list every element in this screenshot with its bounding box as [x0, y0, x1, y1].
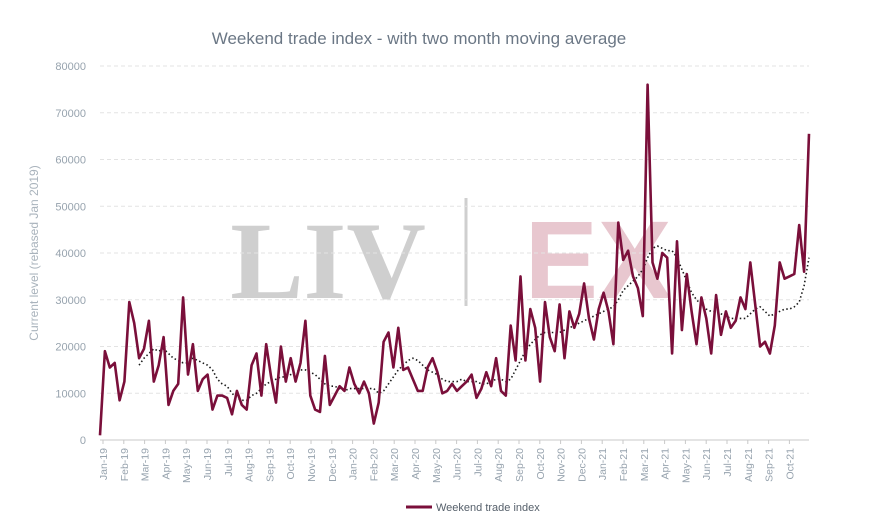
- x-tick-label: Mar-19: [140, 448, 152, 481]
- x-tick-label: Jan-21: [597, 448, 609, 480]
- x-axis-ticks: Jan-19 Feb-19 Mar-19 Apr-19 May-19 Jun-19 Jul-…: [98, 440, 796, 483]
- x-tick-label: Dec-19: [327, 448, 339, 482]
- x-tick-label: Apr-19: [160, 448, 172, 480]
- series-line-weekend-trade-index: [98, 83, 811, 436]
- x-tick-label: Jul-20: [472, 448, 484, 477]
- series-line-moving-average: [138, 245, 810, 402]
- series-group: [98, 83, 811, 436]
- x-tick-label: Jun-20: [452, 448, 464, 480]
- y-tick-label: 50000: [55, 201, 86, 213]
- x-tick-label: Sep-19: [264, 448, 276, 482]
- x-tick-label: Mar-20: [389, 448, 401, 481]
- y-tick-label: 30000: [55, 295, 86, 307]
- x-tick-label: Feb-21: [618, 448, 630, 481]
- legend[interactable]: Weekend trade index: [406, 502, 540, 514]
- x-tick-label: Jun-21: [701, 448, 713, 480]
- x-tick-label: Aug-21: [743, 448, 755, 482]
- watermark-logo: LIV EX: [230, 198, 671, 322]
- x-tick-label: Feb-20: [368, 448, 380, 481]
- x-tick-label: Sep-21: [764, 448, 776, 482]
- x-tick-label: Dec-20: [576, 448, 588, 482]
- y-axis-label: Current level (rebased Jan 2019): [27, 165, 41, 340]
- x-tick-label: Feb-19: [119, 448, 131, 481]
- watermark-left-text: LIV: [230, 200, 426, 322]
- y-tick-label: 10000: [55, 388, 86, 400]
- x-tick-label: Jun-19: [202, 448, 214, 480]
- watermark-right-text: EX: [525, 199, 672, 322]
- y-tick-label: 70000: [55, 108, 86, 120]
- x-tick-label: Aug-20: [493, 448, 505, 482]
- x-tick-label: Jul-19: [223, 448, 235, 477]
- y-tick-label: 0: [80, 435, 86, 447]
- x-tick-label: Mar-21: [639, 448, 651, 481]
- x-tick-label: Aug-19: [244, 448, 256, 482]
- x-tick-label: May-19: [181, 448, 193, 483]
- y-tick-label: 20000: [55, 342, 86, 354]
- x-tick-label: Nov-19: [306, 448, 318, 482]
- y-axis-ticks: 0 10000 20000 30000 40000 50000 60000 70000 8000…: [55, 61, 86, 447]
- x-tick-label: Jan-19: [98, 448, 110, 480]
- x-tick-label: Sep-20: [514, 448, 526, 482]
- y-tick-label: 40000: [55, 248, 86, 260]
- x-tick-label: Oct-20: [535, 448, 547, 480]
- gridlines: [100, 65, 809, 394]
- x-tick-label: Jul-21: [722, 448, 734, 477]
- x-tick-label: May-21: [680, 448, 692, 483]
- y-tick-label: 60000: [55, 155, 86, 167]
- chart-title: Weekend trade index - with two month mov…: [212, 29, 627, 48]
- y-tick-label: 80000: [55, 61, 86, 73]
- legend-item-label: Weekend trade index: [436, 502, 540, 514]
- x-tick-label: Oct-21: [784, 448, 796, 480]
- x-tick-label: Nov-20: [556, 448, 568, 482]
- x-tick-label: Apr-21: [660, 448, 672, 480]
- x-tick-label: Jan-20: [348, 448, 360, 480]
- x-tick-label: Apr-20: [410, 448, 422, 480]
- x-tick-label: May-20: [431, 448, 443, 483]
- x-tick-label: Oct-19: [285, 448, 297, 480]
